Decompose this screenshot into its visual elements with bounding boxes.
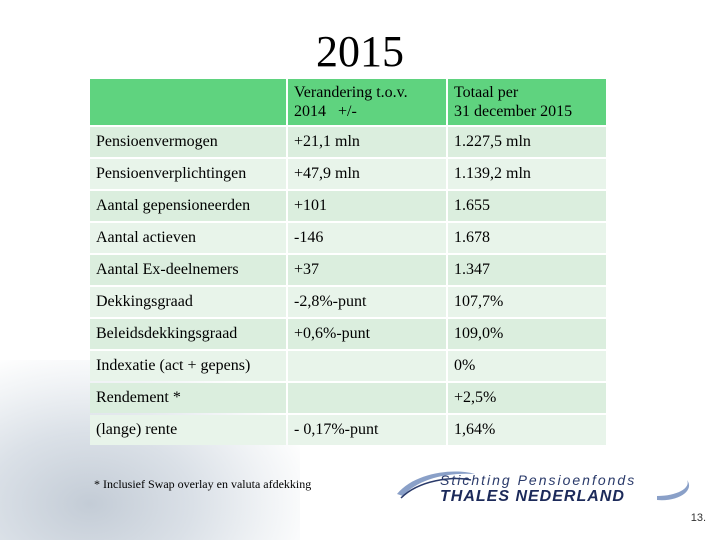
- row-change: +101: [288, 191, 446, 221]
- header-change: Verandering t.o.v. 2014 +/-: [288, 79, 446, 125]
- thales-logo: Stichting Pensioenfonds THALES NEDERLAND: [395, 466, 695, 514]
- page-title: 2015: [316, 27, 404, 76]
- table-row: Aantal actieven -146 1.678: [90, 223, 606, 253]
- row-total: 0%: [448, 351, 606, 381]
- row-change: +47,9 mln: [288, 159, 446, 189]
- row-total: 1.347: [448, 255, 606, 285]
- row-label: Rendement *: [90, 383, 286, 413]
- table-row: Aantal gepensioneerden +101 1.655: [90, 191, 606, 221]
- header-total-line2: 31 december 2015: [454, 103, 573, 120]
- row-total: 109,0%: [448, 319, 606, 349]
- row-label: Aantal actieven: [90, 223, 286, 253]
- row-label: Indexatie (act + gepens): [90, 351, 286, 381]
- footnote: * Inclusief Swap overlay en valuta afdek…: [94, 477, 312, 491]
- row-change: - 0,17%-punt: [288, 415, 446, 445]
- logo-line2: THALES NEDERLAND: [440, 488, 625, 505]
- logo-line1: Stichting Pensioenfonds: [440, 472, 637, 488]
- row-change: [288, 383, 446, 413]
- row-change: [288, 351, 446, 381]
- header-total: Totaal per 31 december 2015: [448, 79, 606, 125]
- row-total: 1.139,2 mln: [448, 159, 606, 189]
- table-row: Indexatie (act + gepens) 0%: [90, 351, 606, 381]
- swoosh-icon: [397, 471, 690, 501]
- header-empty-cell: [90, 79, 286, 125]
- row-total: 1,64%: [448, 415, 606, 445]
- summary-table: Verandering t.o.v. 2014 +/- Totaal per 3…: [88, 77, 608, 447]
- table-row: Pensioenvermogen +21,1 mln 1.227,5 mln: [90, 127, 606, 157]
- row-total: +2,5%: [448, 383, 606, 413]
- table-row: Rendement * +2,5%: [90, 383, 606, 413]
- row-label: (lange) rente: [90, 415, 286, 445]
- row-change: +21,1 mln: [288, 127, 446, 157]
- row-label: Pensioenvermogen: [90, 127, 286, 157]
- row-change: -2,8%-punt: [288, 287, 446, 317]
- header-total-line1: Totaal per: [454, 84, 519, 101]
- row-label: Aantal Ex-deelnemers: [90, 255, 286, 285]
- row-label: Pensioenverplichtingen: [90, 159, 286, 189]
- header-change-line1: Verandering t.o.v.: [294, 84, 408, 101]
- row-total: 1.227,5 mln: [448, 127, 606, 157]
- row-total: 107,7%: [448, 287, 606, 317]
- row-change: +0,6%-punt: [288, 319, 446, 349]
- row-label: Dekkingsgraad: [90, 287, 286, 317]
- header-change-line2: 2014 +/-: [294, 103, 357, 120]
- table-row: (lange) rente - 0,17%-punt 1,64%: [90, 415, 606, 445]
- row-label: Beleidsdekkingsgraad: [90, 319, 286, 349]
- table-header: Verandering t.o.v. 2014 +/- Totaal per 3…: [90, 79, 606, 125]
- table-row: Aantal Ex-deelnemers +37 1.347: [90, 255, 606, 285]
- table-row: Dekkingsgraad -2,8%-punt 107,7%: [90, 287, 606, 317]
- table-row: Beleidsdekkingsgraad +0,6%-punt 109,0%: [90, 319, 606, 349]
- row-label: Aantal gepensioneerden: [90, 191, 286, 221]
- row-change: -146: [288, 223, 446, 253]
- page-number: 13.: [690, 512, 706, 524]
- row-total: 1.655: [448, 191, 606, 221]
- row-change: +37: [288, 255, 446, 285]
- row-total: 1.678: [448, 223, 606, 253]
- table-row: Pensioenverplichtingen +47,9 mln 1.139,2…: [90, 159, 606, 189]
